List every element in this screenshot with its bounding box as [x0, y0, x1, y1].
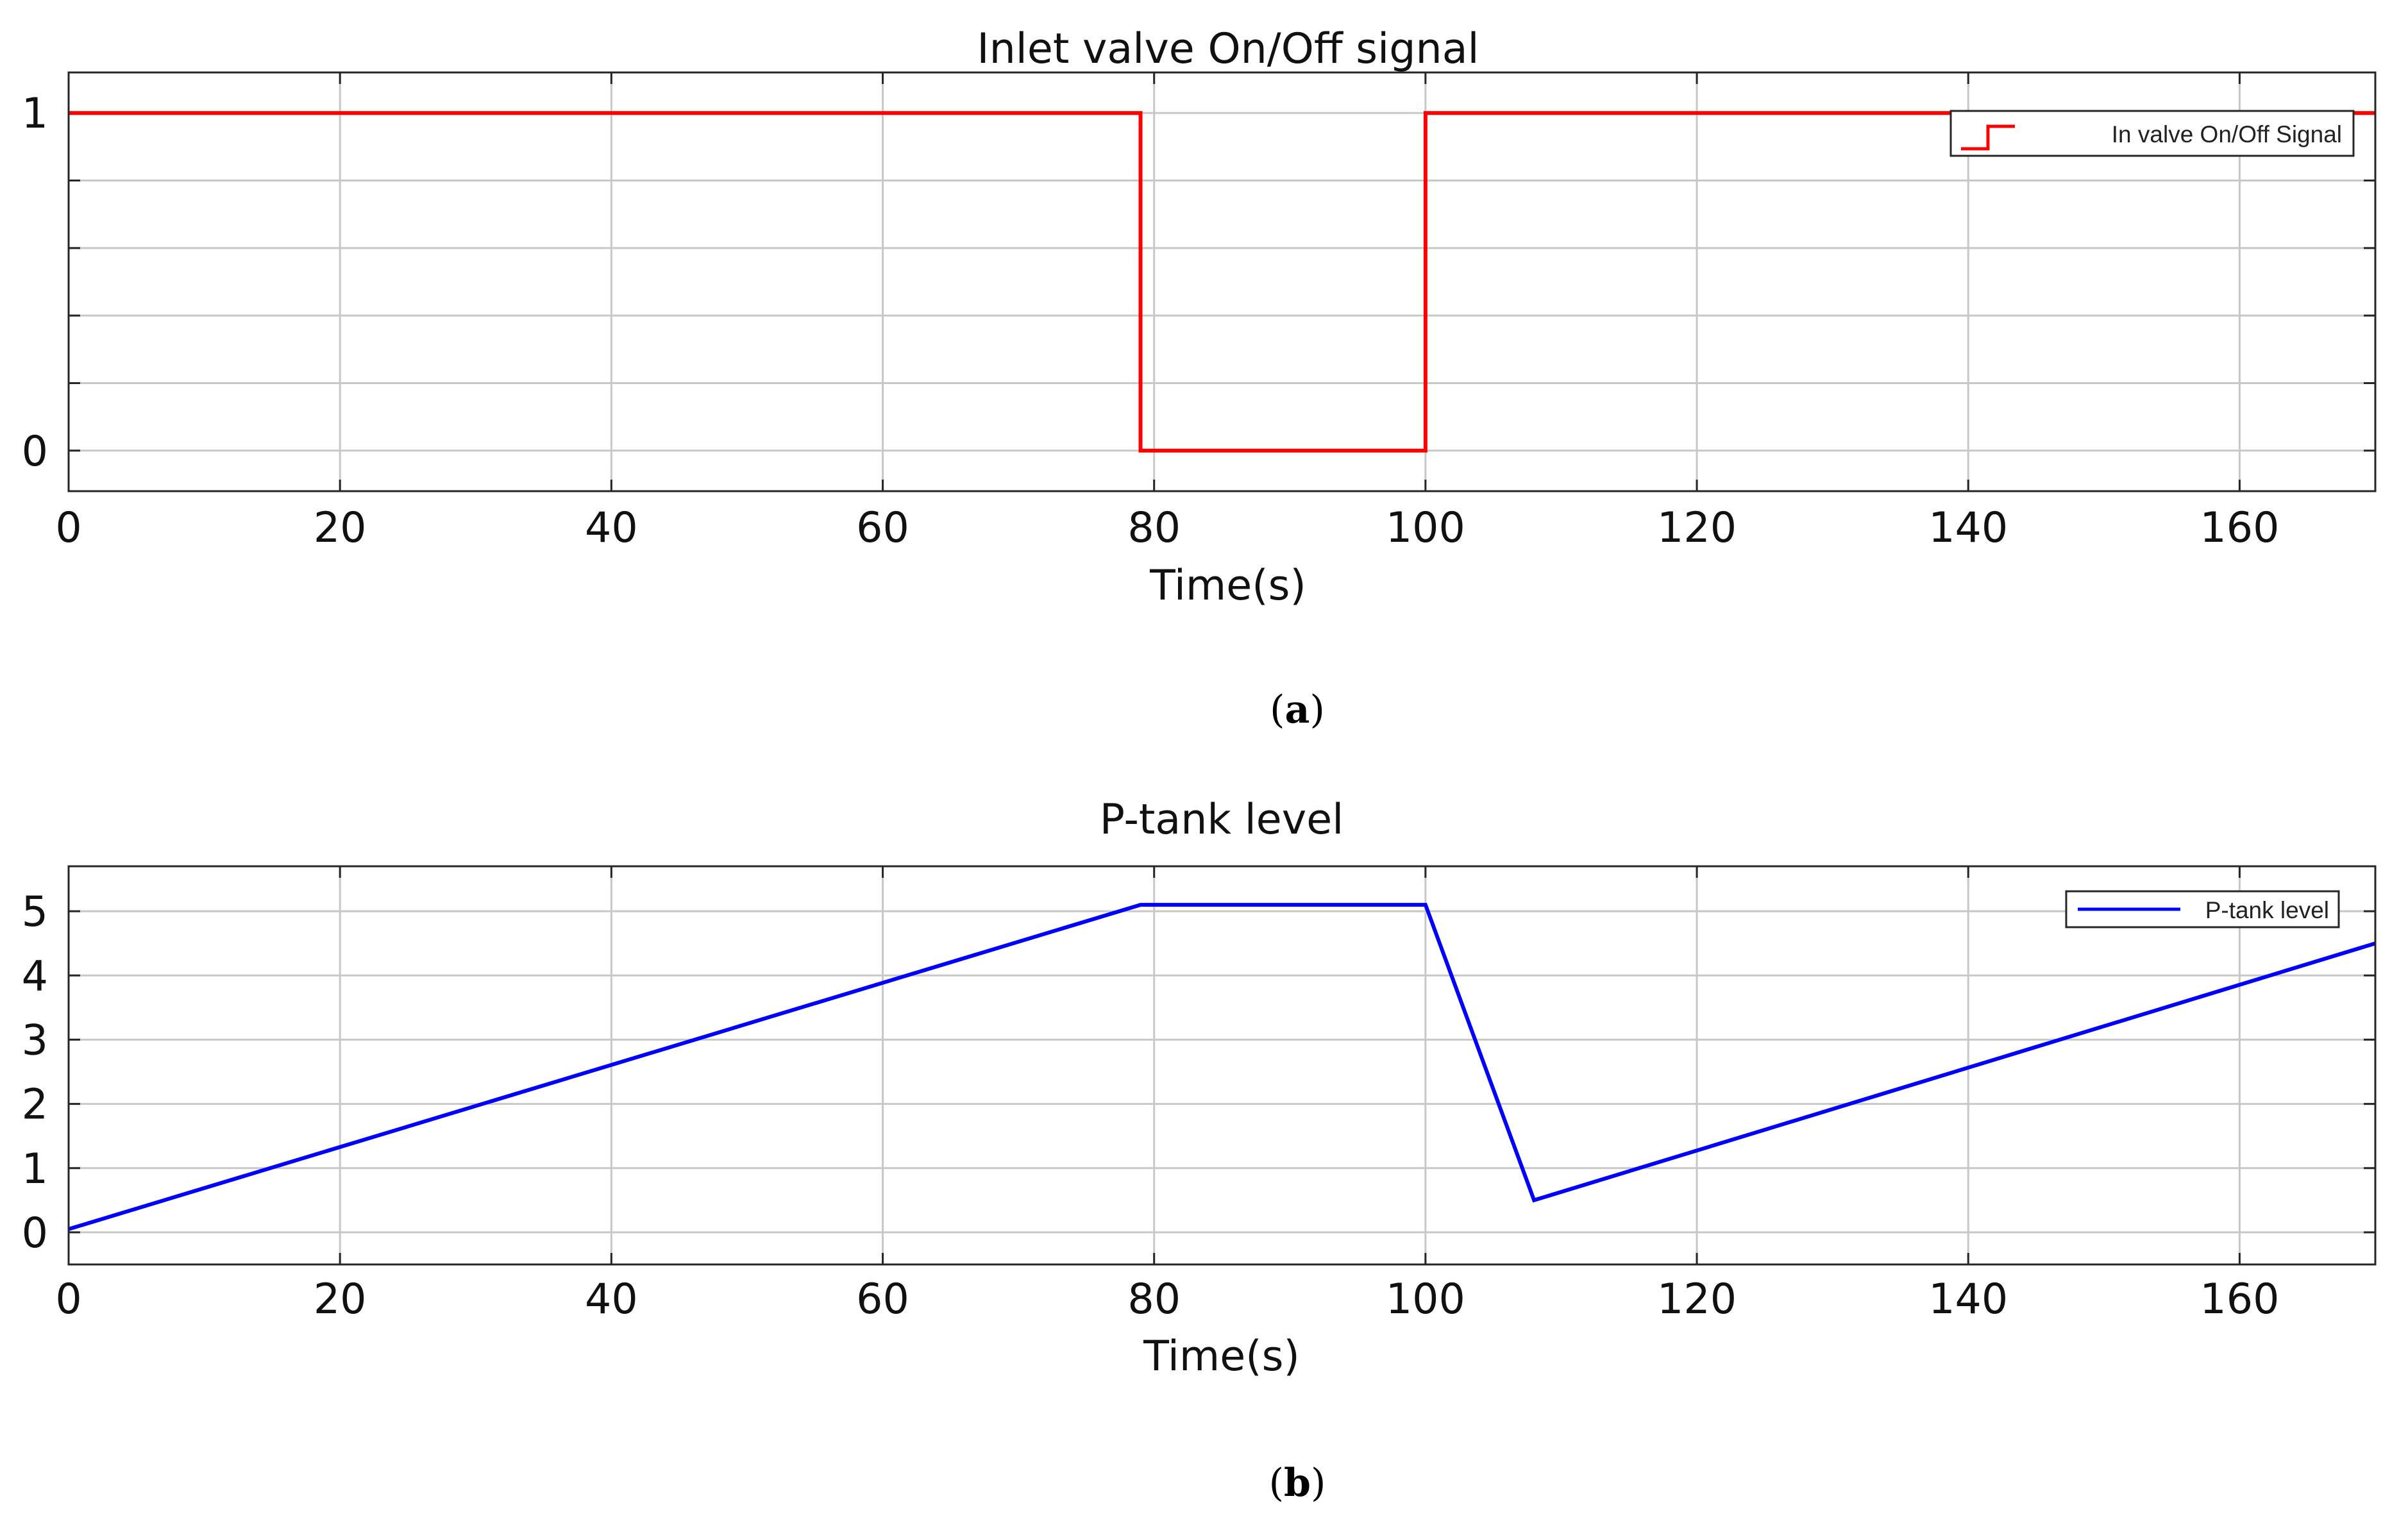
- x-tick-label: 160: [2200, 1275, 2279, 1323]
- chart-p-tank-level: P-tank level 0 20 40 60 80 100 120 140 160 0 1 2 3 4…: [22, 796, 2377, 1506]
- gridlines: [67, 72, 2375, 491]
- x-tick-label: 120: [1657, 1275, 1737, 1323]
- x-tick-label: 20: [314, 504, 367, 552]
- x-tick-label: 100: [1386, 1275, 1465, 1323]
- y-tick-labels: 0 1 2 3 4 5: [22, 888, 48, 1257]
- x-tick-label: 40: [585, 1275, 638, 1323]
- chart-title: Inlet valve On/Off signal: [977, 25, 1479, 73]
- legend-step-swatch: [1961, 124, 2015, 151]
- legend: P-tank level: [2065, 890, 2340, 928]
- y-tick-label: 2: [22, 1081, 48, 1129]
- y-tick-label: 0: [22, 428, 48, 476]
- y-tick-labels: 01: [22, 90, 48, 476]
- chart-inlet-valve: Inlet valve On/Off signal 0 20 40 60 80 100 12…: [22, 25, 2377, 732]
- caption-letter: a: [1285, 687, 1310, 732]
- plot-frame: [67, 865, 2377, 1266]
- x-tick-label: 0: [55, 504, 81, 552]
- plot-frame: [67, 71, 2377, 492]
- y-tick-label: 1: [22, 90, 48, 138]
- x-tick-labels: 0 20 40 60 80 100 120 140 160: [55, 504, 2279, 552]
- series-group: [69, 111, 2375, 453]
- x-tick-label: 160: [2200, 504, 2279, 552]
- x-tick-labels: 0 20 40 60 80 100 120 140 160: [55, 1275, 2279, 1323]
- y-tick-label: 0: [22, 1209, 48, 1257]
- legend-box: [1949, 110, 2355, 157]
- caption-letter: b: [1284, 1461, 1311, 1506]
- x-tick-label: 40: [585, 504, 638, 552]
- x-tick-label: 100: [1386, 504, 1465, 552]
- x-tick-label: 0: [55, 1275, 81, 1323]
- y-tick-label: 4: [22, 952, 48, 1000]
- x-tick-label: 20: [314, 1275, 367, 1323]
- caption-a: (a): [1270, 687, 1325, 732]
- caption-b: (b): [1269, 1461, 1326, 1506]
- y-tick-label: 1: [22, 1145, 48, 1193]
- x-tick-label: 60: [856, 1275, 909, 1323]
- x-tick-label: 80: [1127, 504, 1181, 552]
- legend: In valve On/Off Signal: [1949, 110, 2355, 157]
- gridlines: [67, 866, 2375, 1264]
- series-line: [68, 903, 2376, 1231]
- series-group: [68, 903, 2376, 1231]
- y-tick-label: 3: [22, 1016, 48, 1064]
- legend-label: In valve On/Off Signal: [2112, 121, 2342, 147]
- x-axis-label: Time(s): [1149, 562, 1306, 610]
- x-tick-label: 120: [1657, 504, 1737, 552]
- x-tick-label: 140: [1928, 504, 2008, 552]
- x-tick-label: 80: [1127, 1275, 1181, 1323]
- x-tick-label: 60: [856, 504, 909, 552]
- series-line: [69, 111, 2375, 453]
- chart-title: P-tank level: [1100, 796, 1344, 844]
- y-tick-label: 5: [22, 888, 48, 936]
- legend-label: P-tank level: [2205, 897, 2329, 923]
- x-tick-label: 140: [1928, 1275, 2008, 1323]
- x-axis-label: Time(s): [1143, 1332, 1300, 1381]
